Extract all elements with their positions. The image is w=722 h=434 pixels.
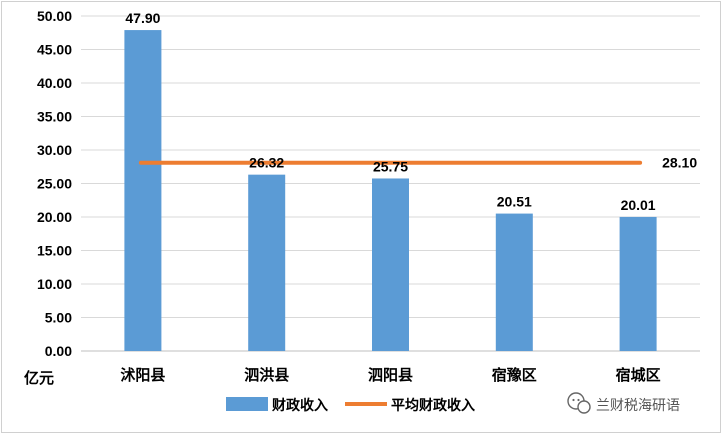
data-label: 20.51 xyxy=(497,194,532,210)
y-tick-label: 35.00 xyxy=(37,109,72,125)
y-tick-label: 25.00 xyxy=(37,176,72,192)
y-tick-label: 50.00 xyxy=(37,8,72,24)
y-tick-label: 30.00 xyxy=(37,142,72,158)
data-labels: 47.90 26.32 25.75 20.51 20.01 xyxy=(125,10,655,213)
y-tick-label: 40.00 xyxy=(37,75,72,91)
y-tick-label: 15.00 xyxy=(37,243,72,259)
y-tick-label: 20.00 xyxy=(37,209,72,225)
bar xyxy=(619,216,657,351)
category-label: 宿豫区 xyxy=(492,366,537,384)
data-label: 26.32 xyxy=(249,155,284,171)
y-tick-label: 0.00 xyxy=(45,343,72,359)
y-axis-tick-labels: 0.00 5.00 10.00 15.00 20.00 25.00 30.00 35.00 40… xyxy=(37,8,72,359)
category-label: 沭阳县 xyxy=(120,366,165,384)
wechat-icon xyxy=(567,392,591,414)
average-line-label: 28.10 xyxy=(662,155,697,171)
y-tick-label: 10.00 xyxy=(37,276,72,292)
data-label: 25.75 xyxy=(373,158,408,174)
bar xyxy=(372,178,409,351)
category-label: 泗洪县 xyxy=(244,366,289,384)
category-label: 宿城区 xyxy=(616,366,661,384)
data-label: 20.01 xyxy=(621,197,656,213)
bars xyxy=(124,30,657,351)
legend: 财政收入 平均财政收入 xyxy=(226,397,475,414)
y-tick-label: 45.00 xyxy=(37,42,72,58)
category-labels: 沭阳县 泗洪县 泗阳县 宿豫区 宿城区 xyxy=(120,366,660,384)
bar xyxy=(248,174,286,351)
watermark-text: 兰财税海研语 xyxy=(596,398,680,414)
legend-label-line: 平均财政收入 xyxy=(391,397,475,414)
legend-swatch-bar xyxy=(226,397,268,411)
y-tick-label: 5.00 xyxy=(45,310,72,326)
average-line-group: 28.10 xyxy=(138,155,697,171)
data-label: 47.90 xyxy=(125,10,160,26)
bar xyxy=(495,213,533,351)
legend-label-bar: 财政收入 xyxy=(271,397,328,414)
category-label: 泗阳县 xyxy=(368,366,413,384)
bar xyxy=(124,30,162,351)
y-unit-label: 亿元 xyxy=(24,369,54,387)
watermark: 兰财税海研语 xyxy=(567,392,680,414)
